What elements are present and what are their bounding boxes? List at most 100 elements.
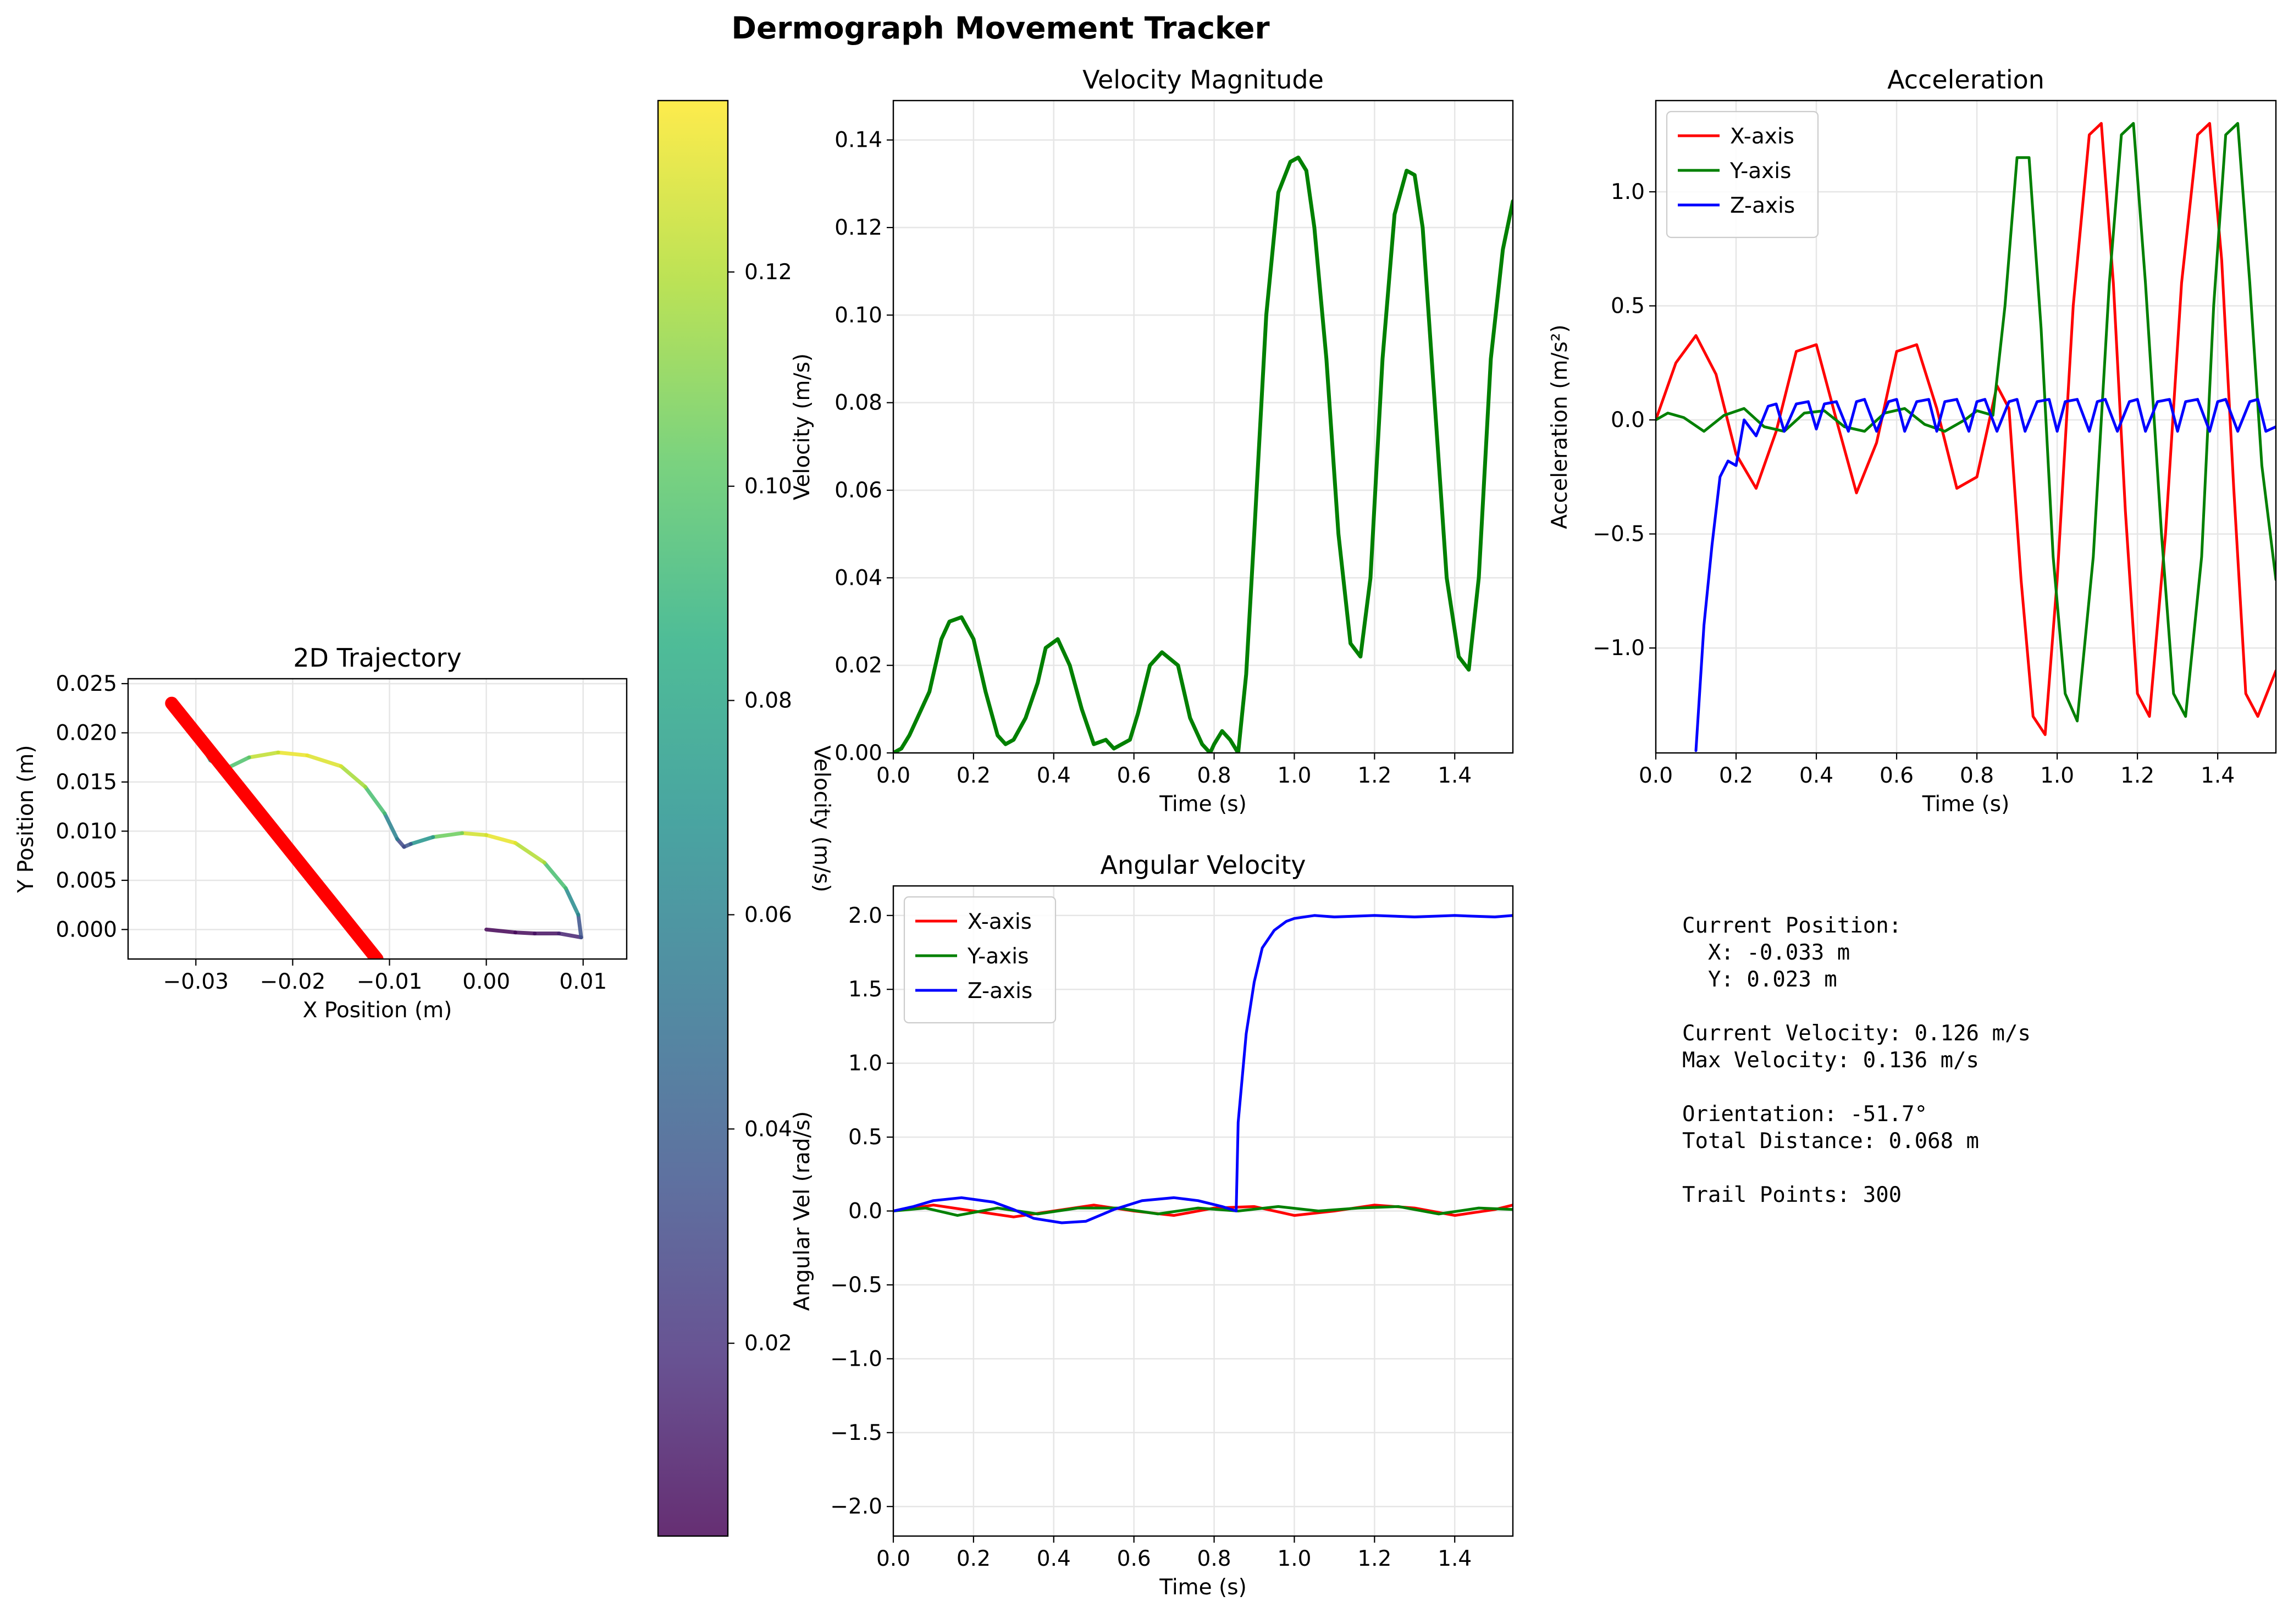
plot-title: Acceleration (1887, 65, 2044, 95)
x-axis-label: Time (s) (1159, 792, 1247, 817)
y-axis-label: Angular Vel (rad/s) (790, 1111, 815, 1311)
plot-title: Velocity Magnitude (1082, 65, 1324, 95)
x-tick-label: 1.4 (1438, 763, 1472, 788)
y-tick-label: 0.025 (56, 672, 117, 696)
x-tick-label: 0.4 (1037, 763, 1071, 788)
colorbar-gradient (658, 101, 728, 1536)
x-tick-label: 0.2 (957, 1547, 991, 1571)
trail-segment (247, 750, 280, 760)
x-tick-label: 1.2 (2120, 763, 2154, 788)
stats-position-label: Current Position: (1682, 913, 1902, 938)
legend-label: X-axis (968, 910, 1032, 934)
y-tick-label: 0.015 (56, 770, 117, 795)
y-tick-label: 0.04 (834, 566, 882, 590)
plot-frame (892, 99, 1514, 754)
trail-segment (431, 831, 465, 839)
x-tick-label: 0.6 (1117, 1547, 1151, 1571)
y-tick-label: 2.0 (848, 904, 882, 928)
stats-position-y: Y: 0.023 m (1682, 967, 1837, 992)
y-tick-label: 0.10 (834, 303, 882, 328)
plot-frame (127, 678, 628, 960)
x-tick-label: 0.8 (1197, 763, 1231, 788)
y-tick-label: −0.5 (1593, 522, 1645, 547)
x-tick-label: 0.0 (1639, 763, 1673, 788)
y-tick-label: 1.0 (1611, 180, 1645, 204)
colorbar-tick-label: 0.10 (744, 474, 792, 499)
trail-segment (557, 931, 583, 940)
trajectory-plot: −0.03 −0.02 −0.01 0.00 0.01 0.000 0.005 0.010 0.… (14, 643, 628, 1023)
velocity-plot: 0.0 0.2 0.4 0.6 0.8 1.0 1.2 1.4 0.00 0.02 0.04 0.06… (790, 65, 1514, 817)
colorbar-tick-label: 0.04 (744, 1117, 792, 1141)
x-tick-label: 1.2 (1357, 1547, 1391, 1571)
x-axis-label: Time (s) (1922, 792, 2010, 817)
y-tick-label: 0.06 (834, 478, 882, 503)
colorbar-tick-label: 0.08 (744, 689, 792, 713)
trail-segment (383, 811, 400, 841)
y-axis-label: Y Position (m) (14, 745, 38, 894)
x-tick-label: 0.4 (1037, 1547, 1071, 1571)
trail-segment (408, 835, 435, 846)
x-tick-label: 0.2 (957, 763, 991, 788)
plot-lines (165, 696, 583, 959)
x-axis-label: X Position (m) (303, 998, 452, 1023)
x-tick-label: 0.0 (876, 763, 910, 788)
plot-title: 2D Trajectory (293, 643, 461, 673)
x-tick-label: 0.4 (1799, 763, 1833, 788)
trail-segment (305, 753, 343, 768)
y-tick-label: 0.02 (834, 653, 882, 678)
x-tick-label: 0.6 (1880, 763, 1914, 788)
series-line (1656, 122, 2276, 736)
colorbar-tick-label: 0.02 (744, 1331, 792, 1356)
acceleration-plot: 0.0 0.2 0.4 0.6 0.8 1.0 1.2 1.4 −1.0 −0.5 0.0 0.5 1.… (1548, 65, 2277, 817)
x-tick-label: 1.2 (1357, 763, 1391, 788)
stats-position-x: X: -0.033 m (1682, 940, 1850, 965)
angular-velocity-plot: 0.0 0.2 0.4 0.6 0.8 1.0 1.2 1.4 −2.0 −1.5 −1.0 −0.5… (790, 850, 1514, 1600)
legend-label: Y-axis (967, 944, 1029, 969)
stats-orientation: Orientation: -51.7° (1682, 1102, 1928, 1127)
series-line (893, 914, 1513, 1224)
colorbar-label: Velocity (m/s) (809, 745, 834, 892)
y-axis-label: Velocity (m/s) (790, 353, 815, 500)
y-tick-label: −1.0 (830, 1346, 882, 1371)
x-tick-label: 0.8 (1960, 763, 1994, 788)
y-axis-label: Acceleration (m/s²) (1548, 324, 1572, 529)
legend-label: Z-axis (1730, 193, 1795, 218)
x-axis-label: Time (s) (1159, 1575, 1247, 1600)
y-tick-label: 0.5 (848, 1125, 882, 1150)
x-tick-label: 0.8 (1197, 1547, 1231, 1571)
x-tick-label: −0.01 (357, 969, 423, 994)
trail-segment (513, 841, 546, 865)
x-tick-label: 0.0 (876, 1547, 910, 1571)
legend-label: Z-axis (968, 979, 1032, 1004)
x-tick-label: 1.0 (1277, 1547, 1311, 1571)
x-tick-label: −0.03 (163, 969, 229, 994)
y-tick-label: 0.14 (834, 128, 882, 153)
y-tick-label: 0.5 (1611, 294, 1645, 319)
plot-area (128, 679, 627, 959)
figure-title: Dermograph Movement Tracker (731, 10, 1269, 46)
plot-frame (1655, 99, 2277, 754)
stats-panel: Current Position: X: -0.033 m Y: 0.023 m… (1682, 912, 2031, 1209)
x-tick-label: 0.00 (462, 969, 510, 994)
colorbar-tick-label: 0.06 (744, 902, 792, 927)
x-tick-label: 1.4 (2201, 763, 2235, 788)
colorbar-frame (657, 99, 729, 1537)
y-tick-label: 1.5 (848, 977, 882, 1002)
x-tick-label: 1.4 (1438, 1547, 1472, 1571)
stats-spacer (1682, 993, 2031, 1020)
trail-segment (363, 785, 387, 816)
trail-segment (484, 833, 517, 845)
orientation-line (165, 696, 384, 959)
y-tick-label: 0.005 (56, 868, 117, 893)
legend-label: Y-axis (1729, 159, 1791, 184)
trail-segment (484, 927, 517, 935)
trail-segment (563, 886, 581, 917)
plot-lines (893, 156, 1513, 753)
x-tick-label: 0.2 (1719, 763, 1753, 788)
y-tick-label: 0.00 (834, 741, 882, 766)
y-tick-label: 0.020 (56, 720, 117, 745)
series-line (1656, 122, 2276, 723)
x-tick-label: −0.02 (260, 969, 326, 994)
y-tick-label: 0.010 (56, 819, 117, 844)
